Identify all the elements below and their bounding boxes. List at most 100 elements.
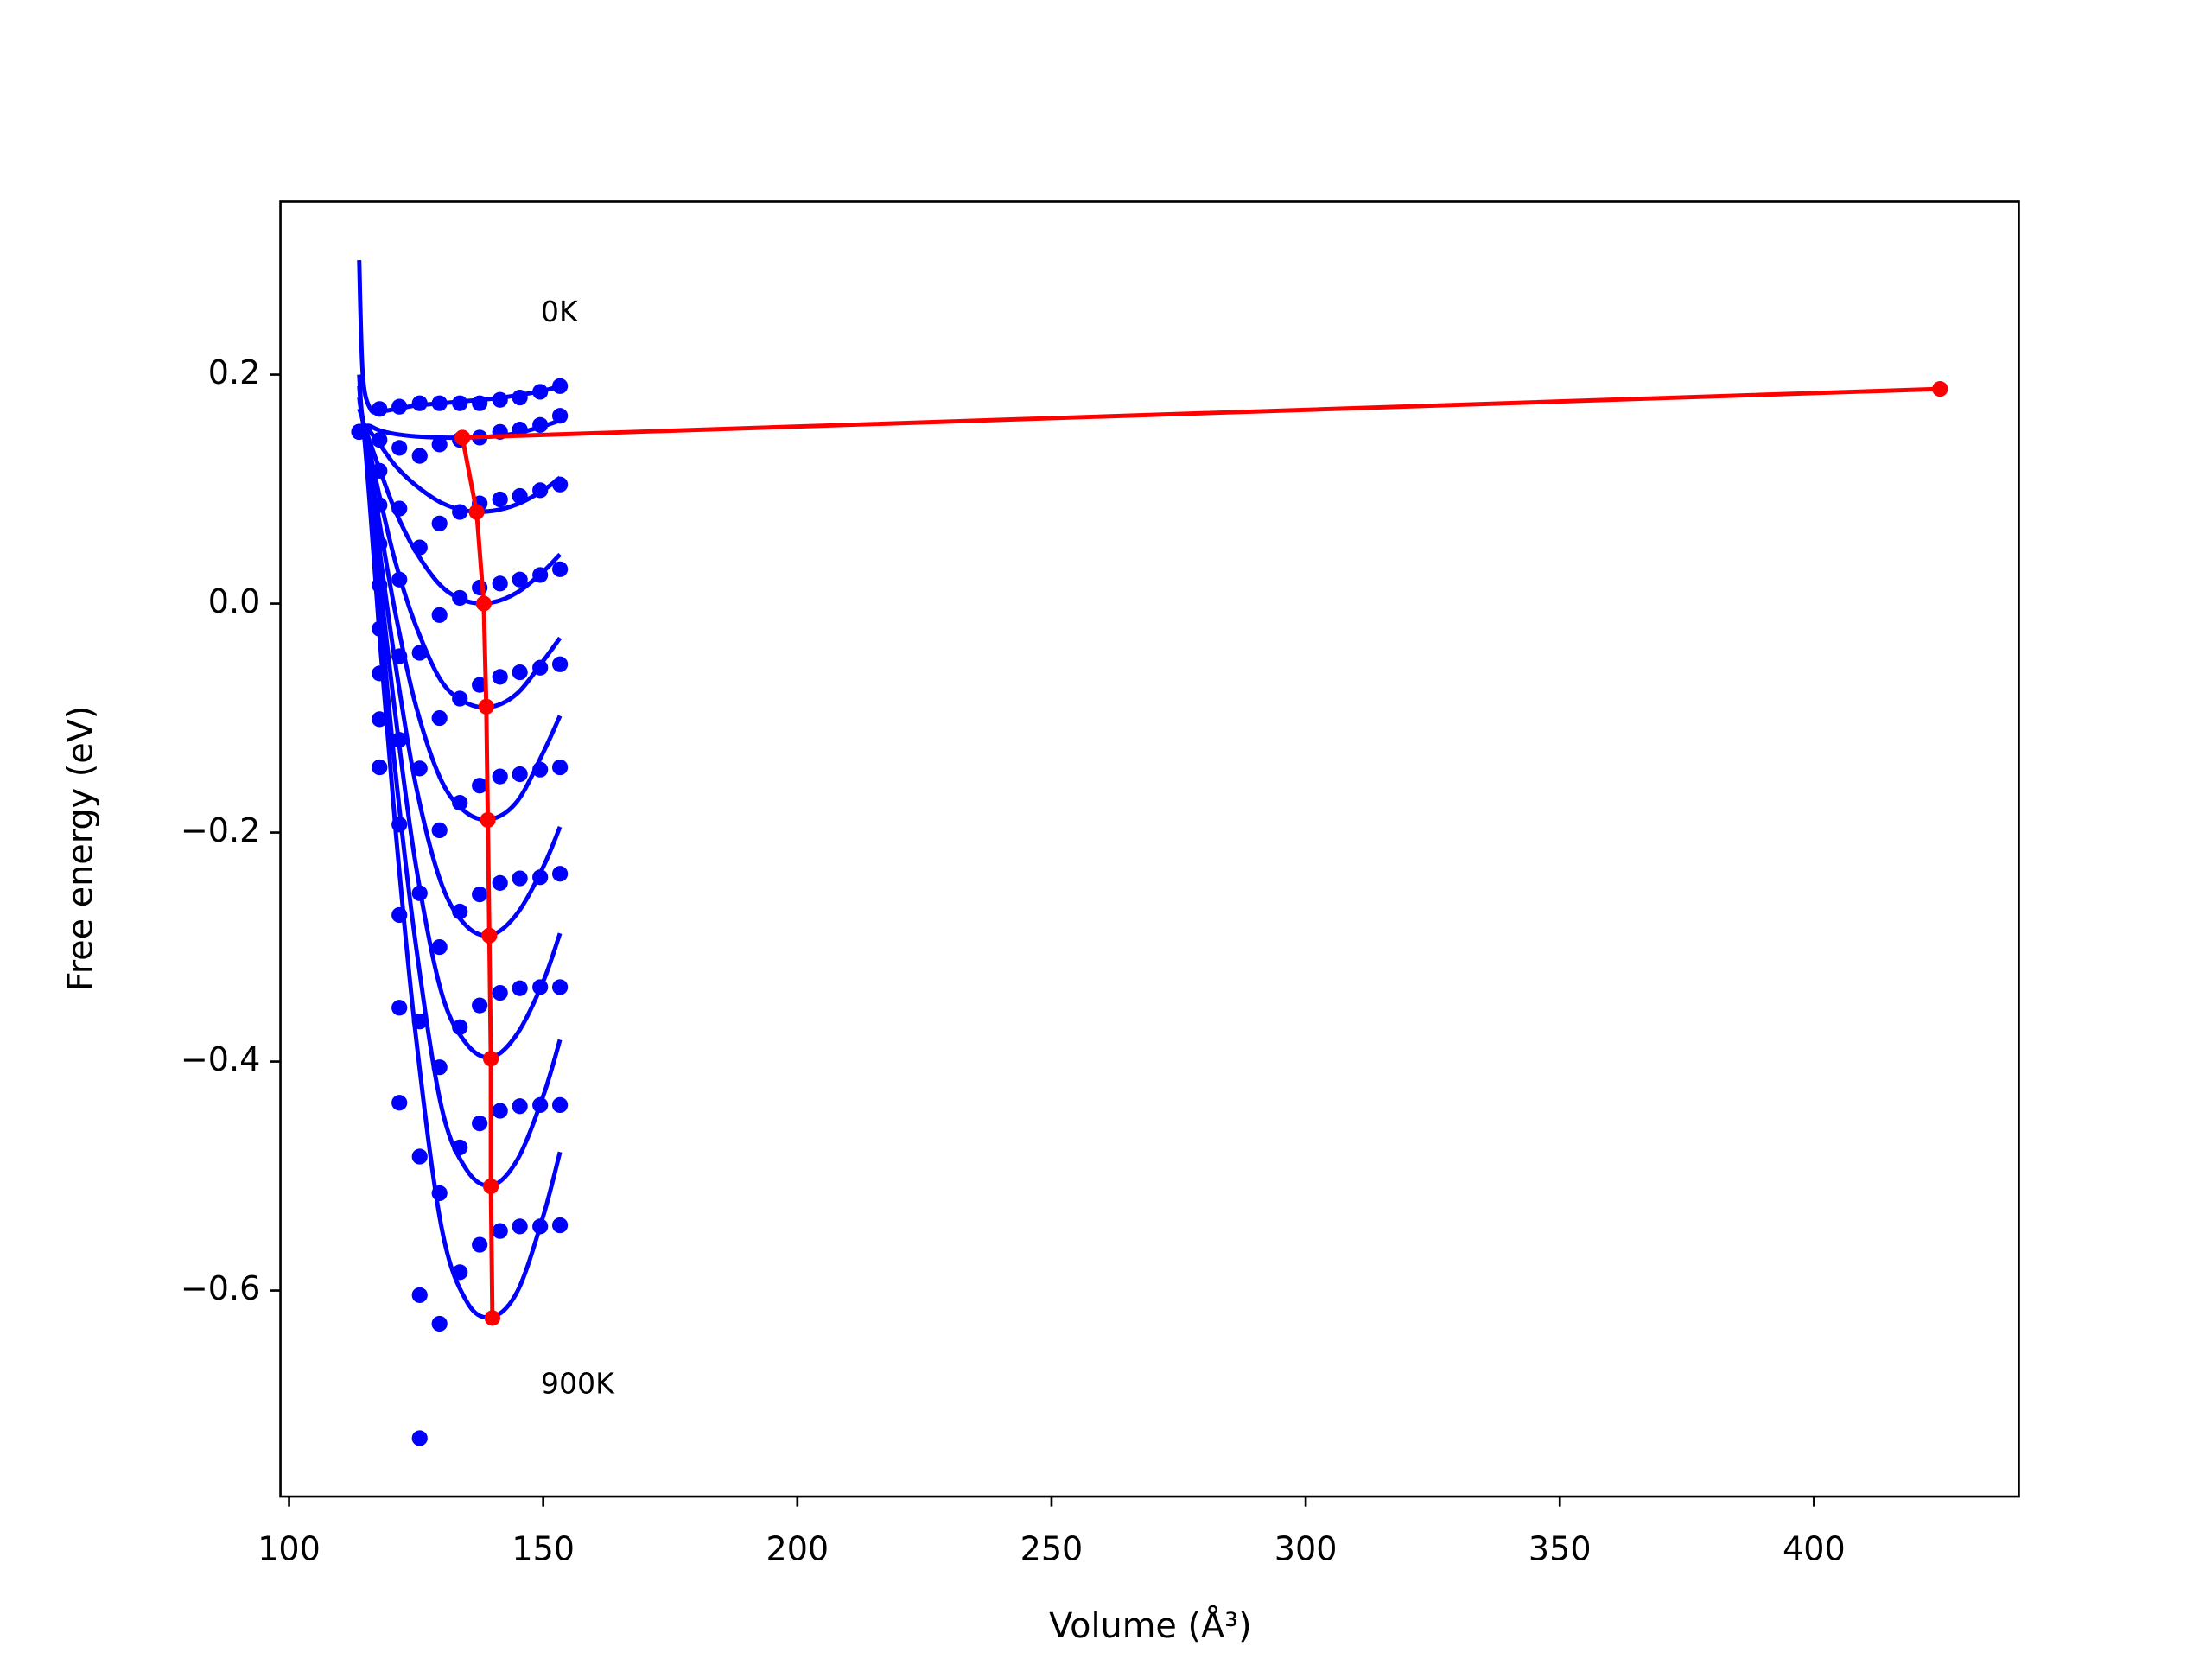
- data-point: [391, 500, 408, 517]
- data-point: [472, 997, 488, 1014]
- data-point: [492, 768, 508, 785]
- data-point: [551, 408, 569, 424]
- equilibrium-point: [468, 504, 485, 520]
- data-point: [512, 389, 528, 406]
- data-point: [411, 885, 428, 901]
- data-point: [492, 575, 508, 592]
- data-point: [472, 1115, 488, 1132]
- equilibrium-point: [482, 1178, 499, 1195]
- x-tick-label: 250: [1020, 1529, 1084, 1567]
- data-point: [391, 648, 408, 664]
- data-point: [372, 665, 388, 682]
- equilibrium-point: [478, 698, 494, 715]
- x-tick-label: 200: [766, 1529, 829, 1567]
- y-tick-label: −0.6: [181, 1269, 260, 1307]
- data-point: [472, 886, 488, 903]
- equilibrium-point: [1932, 381, 1948, 397]
- data-point: [452, 794, 468, 811]
- data-point: [512, 571, 528, 588]
- data-point: [391, 906, 408, 924]
- data-point: [372, 711, 388, 728]
- data-point: [372, 497, 388, 513]
- data-point: [551, 866, 569, 882]
- data-point: [411, 645, 428, 661]
- data-point: [372, 401, 388, 417]
- x-tick-label: 300: [1274, 1529, 1338, 1567]
- data-point: [472, 579, 488, 596]
- data-point: [512, 870, 528, 887]
- equilibrium-point: [482, 1051, 499, 1067]
- data-point: [431, 395, 448, 411]
- equilibrium-point: [480, 811, 496, 829]
- data-point: [431, 938, 448, 956]
- fit-curve: [357, 406, 563, 1320]
- data-point: [532, 384, 549, 400]
- data-point: [532, 482, 549, 499]
- equilibrium-line: [460, 386, 1941, 1319]
- data-point: [551, 1096, 569, 1114]
- plot-area: [351, 259, 1948, 1446]
- y-tick-label: 0.2: [208, 353, 261, 391]
- data-point: [372, 620, 388, 637]
- data-point: [512, 1098, 528, 1115]
- data-point: [551, 561, 569, 577]
- data-point: [431, 1059, 448, 1076]
- data-point: [391, 440, 408, 456]
- data-point: [512, 980, 528, 996]
- y-tick-label: −0.2: [181, 811, 260, 849]
- data-point: [452, 1019, 468, 1035]
- data-point: [551, 979, 569, 995]
- data-point: [411, 1430, 428, 1446]
- data-point: [372, 431, 388, 448]
- data-point: [391, 732, 408, 748]
- data-point: [512, 1218, 528, 1235]
- annotation: 900K: [541, 1366, 615, 1400]
- data-point: [452, 903, 468, 920]
- data-point: [391, 817, 408, 833]
- data-point: [512, 766, 528, 783]
- x-tick-label: 400: [1783, 1529, 1846, 1567]
- data-point: [431, 436, 448, 453]
- y-tick-label: −0.4: [181, 1040, 260, 1078]
- data-point: [532, 659, 549, 676]
- data-point: [411, 760, 428, 777]
- data-point: [492, 984, 508, 1001]
- data-point: [532, 567, 549, 583]
- data-point: [492, 669, 508, 685]
- data-point: [551, 1217, 569, 1234]
- data-point: [492, 874, 508, 891]
- data-point: [512, 487, 528, 505]
- data-point: [512, 664, 528, 681]
- data-point: [391, 571, 408, 588]
- data-point: [551, 656, 569, 672]
- x-tick-label: 100: [257, 1529, 321, 1567]
- data-point: [532, 1218, 549, 1235]
- equilibrium-point: [481, 927, 498, 944]
- data-point: [492, 391, 508, 408]
- data-point: [551, 378, 569, 394]
- data-point: [431, 709, 448, 727]
- data-point: [372, 462, 388, 479]
- data-point: [411, 539, 428, 556]
- fit-curve: [357, 397, 562, 606]
- fit-curve: [357, 259, 561, 415]
- x-tick-label: 350: [1529, 1529, 1592, 1567]
- data-point: [472, 778, 488, 794]
- plot-frame: [279, 200, 2020, 1498]
- data-point: [532, 761, 549, 778]
- data-point: [452, 395, 468, 411]
- data-point: [411, 448, 428, 464]
- x-tick-label: 150: [512, 1529, 575, 1567]
- data-point: [452, 1139, 468, 1156]
- data-point: [472, 1236, 488, 1253]
- data-point: [411, 1014, 428, 1030]
- data-point: [452, 1264, 468, 1281]
- data-point: [532, 869, 549, 886]
- equilibrium-point: [454, 429, 471, 446]
- data-point: [391, 1000, 408, 1016]
- data-point: [431, 1315, 448, 1332]
- data-point: [391, 398, 408, 415]
- equilibrium-point: [475, 595, 492, 612]
- data-point: [532, 1096, 549, 1114]
- data-point: [431, 822, 448, 839]
